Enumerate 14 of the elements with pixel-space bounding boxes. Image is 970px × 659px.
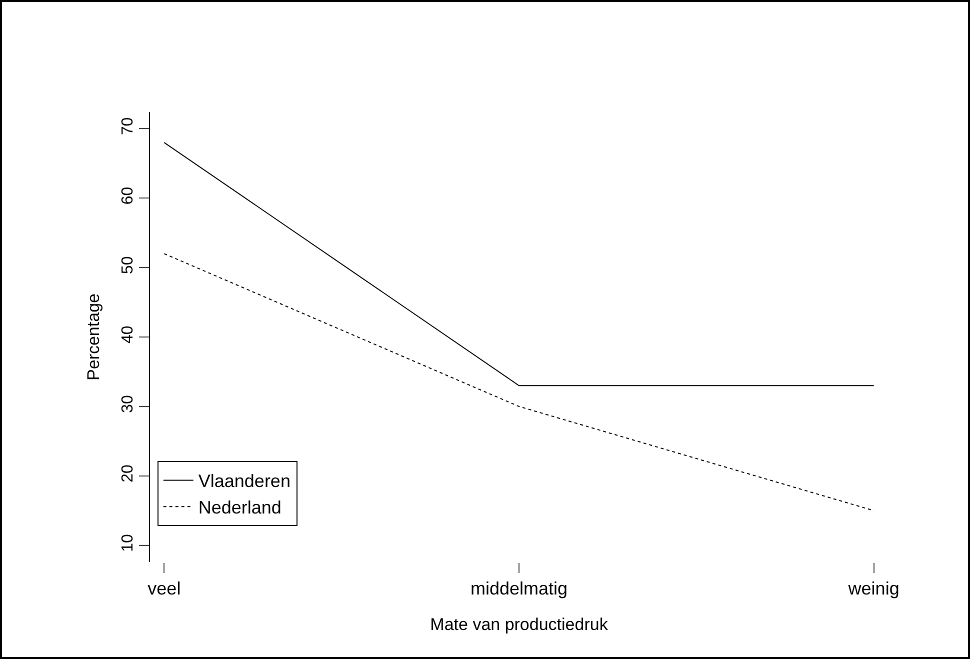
x-tick-label: weinig — [847, 578, 900, 599]
y-tick-label: 50 — [120, 256, 137, 274]
y-tick-label: 20 — [120, 464, 137, 482]
y-tick-label: 40 — [120, 326, 137, 344]
y-tick-label: 30 — [120, 395, 137, 413]
y-tick-label: 70 — [120, 117, 137, 136]
x-tick-label: middelmatig — [470, 578, 568, 599]
x-axis-title: Mate van productiedruk — [430, 615, 608, 634]
y-axis-title: Percentage — [84, 294, 104, 380]
legend-label: Nederland — [198, 498, 282, 518]
legend-label: Vlaanderen — [198, 471, 290, 492]
y-tick-label: 10 — [120, 534, 137, 552]
x-tick-label: veel — [148, 578, 181, 599]
y-tick-label: 60 — [120, 186, 137, 205]
